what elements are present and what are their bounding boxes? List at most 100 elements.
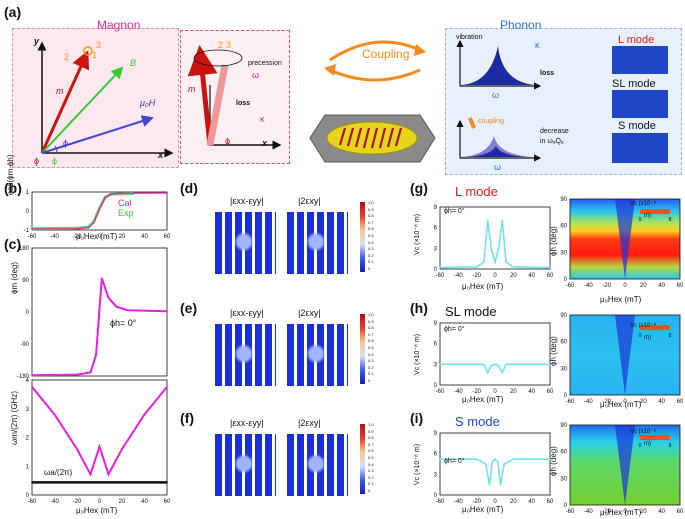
strain-colorbar-tick: 0.9 [368, 318, 374, 324]
panel-g-vc-line-point [490, 247, 493, 250]
strain-diff-label: |εxx-εyy| [230, 196, 264, 206]
panel-c-top-ytick: -180 [17, 374, 30, 380]
map-xtick: -20 [602, 399, 611, 405]
panel-c-xlabel: μ₀Hex (mT) [76, 506, 118, 515]
panel-c-bottom-xtick: -60 [28, 499, 37, 505]
vibration-label: vibration [456, 34, 483, 41]
mode-l-thumb [612, 46, 668, 74]
panel-b-xtick: 60 [164, 234, 171, 240]
panel-i-xtick: -60 [436, 499, 445, 505]
panel-h-xlabel: μ₀Hex (mT) [462, 395, 504, 404]
map-xtick: 60 [677, 399, 684, 405]
dir-3-label-2: 3 [226, 40, 232, 50]
panel-c-bottom-frame [31, 379, 168, 496]
panel-g-vc-line-point [475, 266, 478, 268]
map-xtick: 0 [623, 283, 627, 289]
map-ytick: 60 [560, 340, 567, 346]
map-ytick: 60 [560, 224, 567, 230]
dir-2-label: 2 [64, 52, 70, 62]
map-cb-tick: 8 [669, 333, 672, 339]
strain-colorbar-tick: 0.8 [368, 213, 374, 219]
panel-b-cal-line-point [98, 208, 101, 210]
panel-c-omega-m-line-point [53, 413, 56, 416]
panel-h-ytick: 9 [434, 321, 438, 327]
coupling-down-arrow [468, 117, 476, 129]
mode-sl-thumb [612, 90, 668, 118]
phi-h-arc [54, 145, 58, 154]
kappa-a-label: κ [535, 40, 540, 50]
panel-g-ytick: 6 [434, 226, 438, 232]
panel-g-xtick: 60 [547, 273, 554, 279]
strain-colorbar-tick: 0.3 [368, 246, 374, 252]
strain-colorbar-tick: 0.1 [368, 371, 374, 377]
m-shadow-vector [206, 64, 229, 146]
panel-map-frame [569, 424, 681, 506]
phonon-spectrum [456, 39, 542, 162]
panel-h-annotation: ϕh= 0° [444, 326, 465, 333]
panel-g-ytick: 3 [434, 246, 438, 252]
map-xtick: -60 [566, 283, 575, 289]
map-xtick: -40 [584, 509, 593, 515]
dir-2-label-2: 2 [218, 40, 224, 50]
panel-g-vc-line-point [549, 266, 551, 269]
panel-i-vc-line-point [549, 458, 551, 461]
phonon-peak-3 [460, 146, 530, 157]
panel-b-xtick: -60 [28, 234, 37, 240]
phi-m-label: ϕ [34, 156, 40, 166]
m3-label: m [56, 86, 64, 96]
map-cb-tick: 8 [669, 443, 672, 449]
strain-colorbar-tick: 0.6 [368, 338, 374, 344]
panel-b-cal-line-point [104, 196, 107, 199]
panel-h-vc-line-point [505, 363, 507, 366]
panel-i-vc-line-point [499, 483, 502, 486]
panel-g-annotation: ϕh= 0° [444, 208, 465, 215]
phi-h-label: ϕ [63, 138, 69, 148]
precession-diagram [187, 45, 282, 150]
panel-h-xtick: -60 [436, 389, 445, 395]
panel-h-label: (h) [410, 300, 428, 316]
panel-i-vc-line-point [488, 483, 491, 486]
map-ytick: 30 [560, 250, 567, 256]
panel-i-label: (i) [410, 410, 424, 426]
decrease-sub-label: in ωₐQₐ [540, 138, 564, 145]
omega-a-annotation: ωa/(2π) [44, 468, 73, 477]
panel-c-phi-line-point [31, 374, 33, 377]
map-xtick: 20 [640, 283, 647, 289]
panel-h-cb-unit: m) [644, 335, 651, 341]
panel-i-xtick: 40 [528, 499, 535, 505]
panel-i-ytick: 3 [434, 472, 438, 478]
panel-i-ylabel: Vc (×10⁻⁸ m) [414, 443, 421, 485]
panel-g-map-xlabel: μ₀Hex (mT) [600, 295, 642, 304]
panel-b-cal-line-point [166, 192, 168, 194]
panel-i-vc-line-point [491, 461, 494, 463]
panel-g-ytick: 0 [434, 267, 438, 273]
panel-b-label: (b) [4, 180, 22, 196]
panel-map-frame [569, 198, 681, 280]
panel-b-cal-line-point [87, 226, 90, 229]
strain-colorbar-tick: 0.8 [368, 325, 374, 331]
panel-h-vc-line-point [490, 364, 493, 367]
panel-c-bottom-xtick: -20 [73, 499, 82, 505]
strain-colorbar-tick: 0.5 [368, 455, 374, 460]
panel-b-cal-line-point [31, 228, 33, 230]
panel-g-cb-unit: m) [644, 213, 651, 219]
panel-h-xtick: 40 [528, 389, 535, 395]
magnon-vector-diagram [37, 41, 174, 158]
panel-map-dip [615, 199, 635, 279]
panel-e-label: (e) [180, 300, 198, 316]
panel-g-xtick: 20 [510, 273, 517, 279]
loss-label-phonon: loss [540, 70, 555, 77]
map-colorbar [640, 209, 670, 214]
strain-colorbar-tick: 0.2 [368, 474, 374, 480]
panel-g-vc-line-point [486, 219, 489, 222]
decrease-label: decrease [540, 128, 569, 135]
map-ytick: 0 [564, 393, 568, 399]
panel-h-xtick: -20 [472, 389, 481, 395]
panel-g-vc-line-point [494, 261, 496, 264]
strain-colorbar-tick: 0.1 [368, 481, 374, 487]
panel-c-phi-line-point [95, 353, 98, 356]
panel-c-bottom-xtick: 0 [98, 499, 102, 505]
panel-h-xtick: 60 [547, 389, 554, 395]
strain-colorbar-tick: 0.5 [368, 233, 374, 238]
